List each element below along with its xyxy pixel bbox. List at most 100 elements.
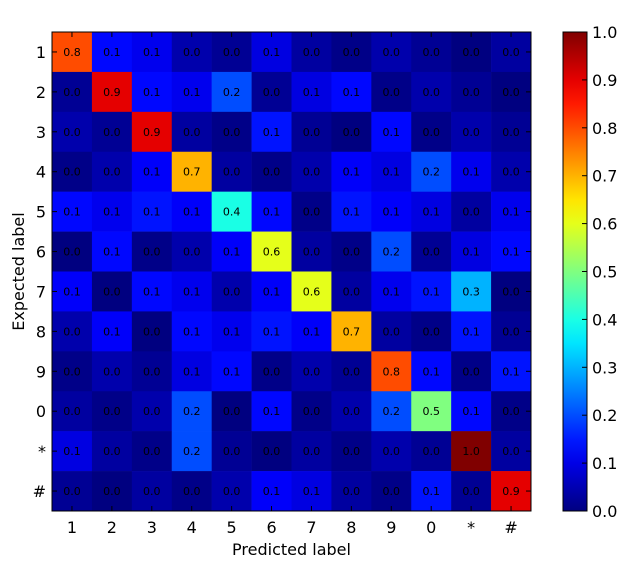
heatmap-cell	[331, 391, 372, 432]
heatmap-cell	[291, 151, 332, 192]
cell-value-label: 0.5	[422, 405, 440, 418]
heatmap-cell	[171, 351, 212, 392]
heatmap-cell	[451, 151, 492, 192]
cell-value-label: 0.1	[183, 206, 201, 219]
cell-value-label: 0.1	[63, 285, 81, 298]
heatmap-cell	[211, 271, 252, 312]
heatmap-cell	[251, 231, 292, 272]
heatmap-cell	[52, 111, 93, 153]
x-tick-label: 1	[67, 518, 77, 537]
cell-value-label: 0.1	[462, 325, 480, 338]
cell-value-label: 0.1	[383, 285, 401, 298]
heatmap-cell	[251, 71, 292, 113]
colorbar-tick-label: 0.0	[592, 502, 617, 521]
cell-value-label: 0.0	[343, 126, 361, 139]
heatmap-cell	[91, 471, 133, 512]
heatmap-cell	[491, 191, 532, 232]
cell-value-label: 0.0	[343, 445, 361, 458]
heatmap-cell	[131, 231, 173, 272]
cell-value-label: 0.0	[303, 405, 321, 418]
cell-value-labels: 0.8 0.1 0.1 0.0 0.0 0.1 0.0 0.0 0.0 0.0 0.0 0.0 0.0 0…	[63, 46, 520, 498]
cell-value-label: 0.1	[263, 206, 281, 219]
cell-value-label: 0.0	[462, 485, 480, 498]
y-tick-label: 6	[36, 243, 46, 262]
cell-value-label: 0.1	[422, 285, 440, 298]
cell-value-label: 0.1	[143, 206, 161, 219]
cell-value-label: 0.1	[343, 166, 361, 179]
heatmap-cell	[91, 151, 133, 192]
cell-value-label: 0.0	[143, 485, 161, 498]
cell-value-label: 0.0	[63, 365, 81, 378]
y-tick-label: 7	[36, 282, 46, 301]
cell-value-label: 0.1	[502, 206, 520, 219]
heatmap-cell	[91, 431, 133, 472]
cell-value-label: 0.1	[343, 86, 361, 99]
cell-value-label: 0.0	[422, 46, 440, 59]
colorbar-tick-label: 0.2	[592, 406, 617, 425]
heatmap-cell	[251, 191, 292, 232]
heatmap-cell	[291, 351, 332, 392]
x-axis-ticks: 1 2 3 4 5 6 7 8 9 0 * #	[67, 32, 518, 537]
cell-value-label: 0.1	[183, 325, 201, 338]
heatmap-cell	[491, 71, 532, 113]
cell-value-label: 0.1	[462, 405, 480, 418]
cell-value-label: 0.1	[63, 206, 81, 219]
heatmap-cell	[371, 71, 412, 113]
heatmap-cell	[491, 391, 532, 432]
colorbar-tick-label: 0.8	[592, 119, 617, 138]
cell-value-label: 0.0	[303, 365, 321, 378]
cell-value-label: 0.0	[383, 445, 401, 458]
heatmap-cell	[52, 231, 93, 272]
cell-value-label: 0.1	[263, 325, 281, 338]
cell-value-label: 0.0	[422, 325, 440, 338]
cell-value-label: 0.0	[303, 246, 321, 259]
cell-value-label: 0.0	[223, 485, 241, 498]
cell-value-label: 0.0	[143, 365, 161, 378]
cell-value-label: 0.1	[343, 206, 361, 219]
heatmap-cell	[171, 71, 212, 113]
heatmap-cell	[491, 471, 532, 512]
cell-value-label: 0.9	[502, 485, 520, 498]
heatmap-cell	[131, 311, 173, 352]
heatmap-cell	[131, 271, 173, 312]
cell-value-label: 0.0	[223, 285, 241, 298]
heatmap-cell	[411, 471, 452, 512]
heatmap-cell	[131, 191, 173, 232]
cell-value-label: 0.0	[223, 126, 241, 139]
heatmap-cell	[451, 111, 492, 153]
heatmap-cell	[52, 71, 93, 113]
cell-value-label: 0.1	[183, 285, 201, 298]
heatmap-cell	[451, 391, 492, 432]
cell-value-label: 0.0	[502, 325, 520, 338]
heatmap-cell	[331, 151, 372, 192]
y-tick-label: 8	[36, 322, 46, 341]
cell-value-label: 0.1	[303, 86, 321, 99]
heatmap-cell	[331, 431, 372, 472]
cell-value-label: 0.0	[183, 46, 201, 59]
heatmap-cell	[91, 311, 133, 352]
heatmap-cell	[411, 391, 452, 432]
heatmap-cell	[52, 271, 93, 312]
heatmap-cell	[411, 191, 452, 232]
cell-value-label: 0.0	[183, 485, 201, 498]
y-axis-label: Expected label	[9, 212, 28, 330]
heatmap-cell	[371, 191, 412, 232]
heatmap-cell	[251, 151, 292, 192]
cell-value-label: 0.0	[143, 325, 161, 338]
heatmap-cell	[331, 32, 372, 73]
heatmap-cell	[491, 111, 532, 153]
heatmap-cell	[211, 231, 252, 272]
heatmap-cell	[371, 32, 412, 73]
heatmap-cell	[171, 191, 212, 232]
heatmap-cell	[371, 111, 412, 153]
cell-value-label: 0.0	[63, 166, 81, 179]
cell-value-label: 1.0	[462, 445, 480, 458]
heatmap-cell	[131, 111, 173, 153]
y-tick-label: #	[33, 482, 46, 501]
y-axis-ticks: 1 2 3 4 5 6 7 8 9 0 * #	[33, 43, 531, 501]
cell-value-label: 0.0	[343, 246, 361, 259]
cell-value-label: 0.1	[502, 365, 520, 378]
heatmap-cell	[52, 351, 93, 392]
heatmap-cell	[171, 231, 212, 272]
